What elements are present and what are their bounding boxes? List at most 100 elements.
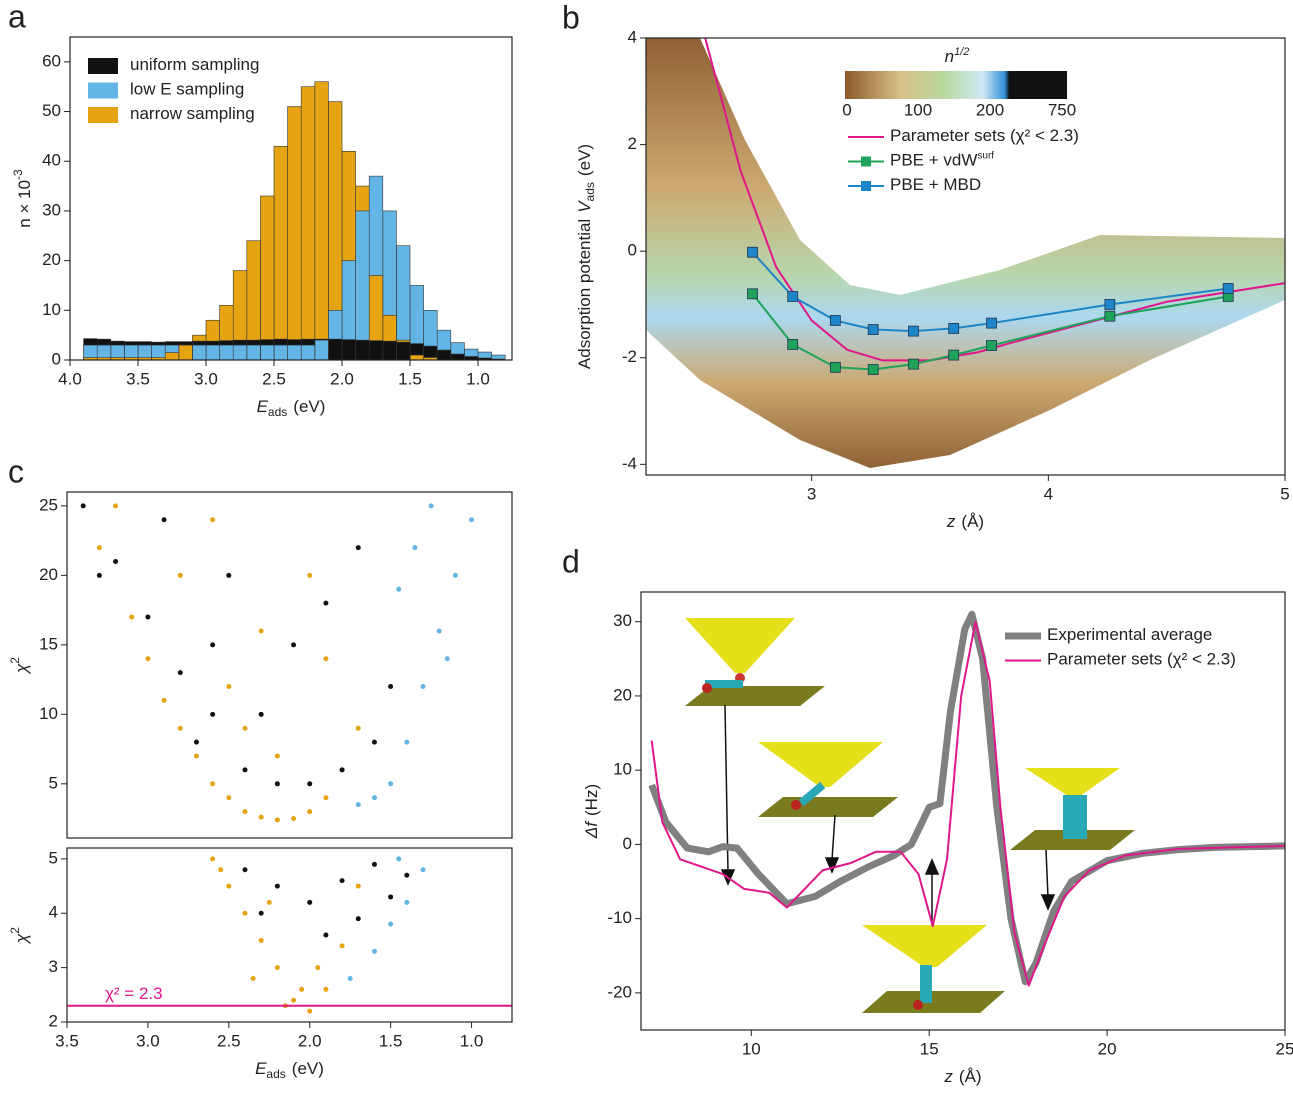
legend-swatch bbox=[88, 82, 118, 99]
point bbox=[323, 600, 329, 606]
point bbox=[307, 809, 313, 815]
point bbox=[177, 725, 183, 731]
y-tick-label: 25 bbox=[39, 495, 58, 514]
point bbox=[299, 986, 305, 992]
point bbox=[428, 503, 434, 509]
bar bbox=[341, 339, 356, 361]
x-tick-label: 3.5 bbox=[55, 1031, 79, 1050]
label-part: 2 bbox=[8, 657, 22, 664]
legend-label: PBE + MBD bbox=[890, 175, 981, 194]
legend-name: narrow sampling bbox=[130, 104, 255, 123]
y-tick-label: 50 bbox=[42, 101, 61, 120]
panel-label: d bbox=[562, 543, 580, 579]
bar bbox=[409, 354, 424, 361]
y-tick-label: -10 bbox=[607, 908, 632, 927]
marker bbox=[829, 315, 841, 326]
marker bbox=[867, 324, 879, 335]
point bbox=[291, 816, 297, 822]
point bbox=[355, 545, 361, 551]
point bbox=[315, 965, 321, 971]
bar bbox=[287, 106, 302, 361]
legend-label: low E sampling bbox=[130, 80, 244, 99]
label-part: (eV) bbox=[292, 1059, 324, 1078]
point bbox=[347, 976, 353, 981]
bar bbox=[260, 195, 275, 361]
marker bbox=[1222, 283, 1234, 294]
y-tick-label: 0 bbox=[52, 349, 61, 368]
point bbox=[242, 867, 248, 873]
legend-label: Experimental average bbox=[1047, 625, 1212, 644]
point bbox=[145, 656, 151, 662]
point bbox=[226, 883, 232, 889]
panel-label: c bbox=[8, 453, 24, 489]
label-part: ads bbox=[583, 182, 597, 201]
point bbox=[129, 614, 135, 620]
point bbox=[258, 814, 264, 820]
point bbox=[323, 986, 329, 992]
label-part: (eV) bbox=[575, 144, 594, 176]
x-tick-label: 15 bbox=[920, 1039, 939, 1058]
point bbox=[371, 795, 377, 801]
label-part: (eV) bbox=[293, 397, 325, 416]
label-part: Adsorption potential bbox=[575, 219, 594, 369]
axis-label: Adsorption potential Vads (eV) bbox=[575, 144, 597, 369]
point bbox=[242, 767, 248, 773]
legend-name-sup: surf bbox=[977, 150, 994, 161]
point bbox=[323, 656, 329, 662]
marker bbox=[1104, 310, 1116, 322]
point bbox=[339, 943, 345, 949]
point bbox=[258, 628, 264, 634]
point bbox=[226, 684, 232, 690]
point bbox=[420, 684, 426, 690]
colorbar-tick-label: 100 bbox=[904, 100, 932, 119]
point bbox=[355, 916, 361, 922]
label-part: (Å) bbox=[961, 512, 984, 531]
x-tick-label: 3 bbox=[807, 484, 816, 503]
colorbar-tick-label: 200 bbox=[976, 100, 1004, 119]
point bbox=[145, 614, 151, 620]
legend-label: Parameter sets (χ² < 2.3) bbox=[1047, 650, 1236, 669]
y-tick-label: 20 bbox=[613, 685, 632, 704]
panel-label: b bbox=[562, 0, 580, 35]
legend-marker bbox=[861, 156, 871, 167]
legend-name: uniform sampling bbox=[130, 55, 259, 74]
label-part: 2 bbox=[8, 927, 22, 934]
colorbar-title-sup: 1/2 bbox=[954, 46, 969, 58]
marker bbox=[787, 339, 799, 350]
y-tick-label: 0 bbox=[623, 834, 632, 853]
bar bbox=[355, 339, 370, 361]
density-map bbox=[646, 38, 1285, 468]
y-tick-label: 30 bbox=[42, 200, 61, 219]
marker bbox=[986, 317, 997, 329]
point bbox=[355, 802, 361, 808]
marker bbox=[747, 288, 758, 300]
marker bbox=[1104, 299, 1116, 310]
x-tick-label: 2.0 bbox=[298, 1031, 322, 1050]
point bbox=[404, 899, 410, 905]
legend-name: PBE + vdW bbox=[890, 151, 977, 170]
colorbar bbox=[845, 71, 1067, 99]
x-tick-label: 1.5 bbox=[379, 1031, 403, 1050]
y-tick-label: -20 bbox=[607, 982, 632, 1001]
y-tick-label: 20 bbox=[39, 565, 58, 584]
x-tick-label: 1.5 bbox=[398, 369, 422, 388]
point bbox=[323, 795, 329, 801]
y-tick-label: 4 bbox=[49, 903, 58, 922]
point bbox=[307, 781, 313, 787]
colorbar-title-main: n bbox=[945, 47, 954, 66]
y-tick-label: 5 bbox=[49, 848, 58, 867]
bar bbox=[260, 344, 275, 361]
label-part: E bbox=[255, 1059, 267, 1078]
point bbox=[404, 872, 410, 878]
legend-name: low E sampling bbox=[130, 80, 244, 99]
point bbox=[323, 932, 329, 938]
x-tick-label: 1.0 bbox=[460, 1031, 484, 1050]
x-tick-label: 5 bbox=[1280, 484, 1289, 503]
point bbox=[371, 739, 377, 745]
point bbox=[80, 503, 86, 509]
bar bbox=[450, 353, 465, 361]
x-tick-label: 2.5 bbox=[262, 369, 286, 388]
point bbox=[274, 965, 280, 971]
y-tick-label: -4 bbox=[622, 454, 637, 473]
